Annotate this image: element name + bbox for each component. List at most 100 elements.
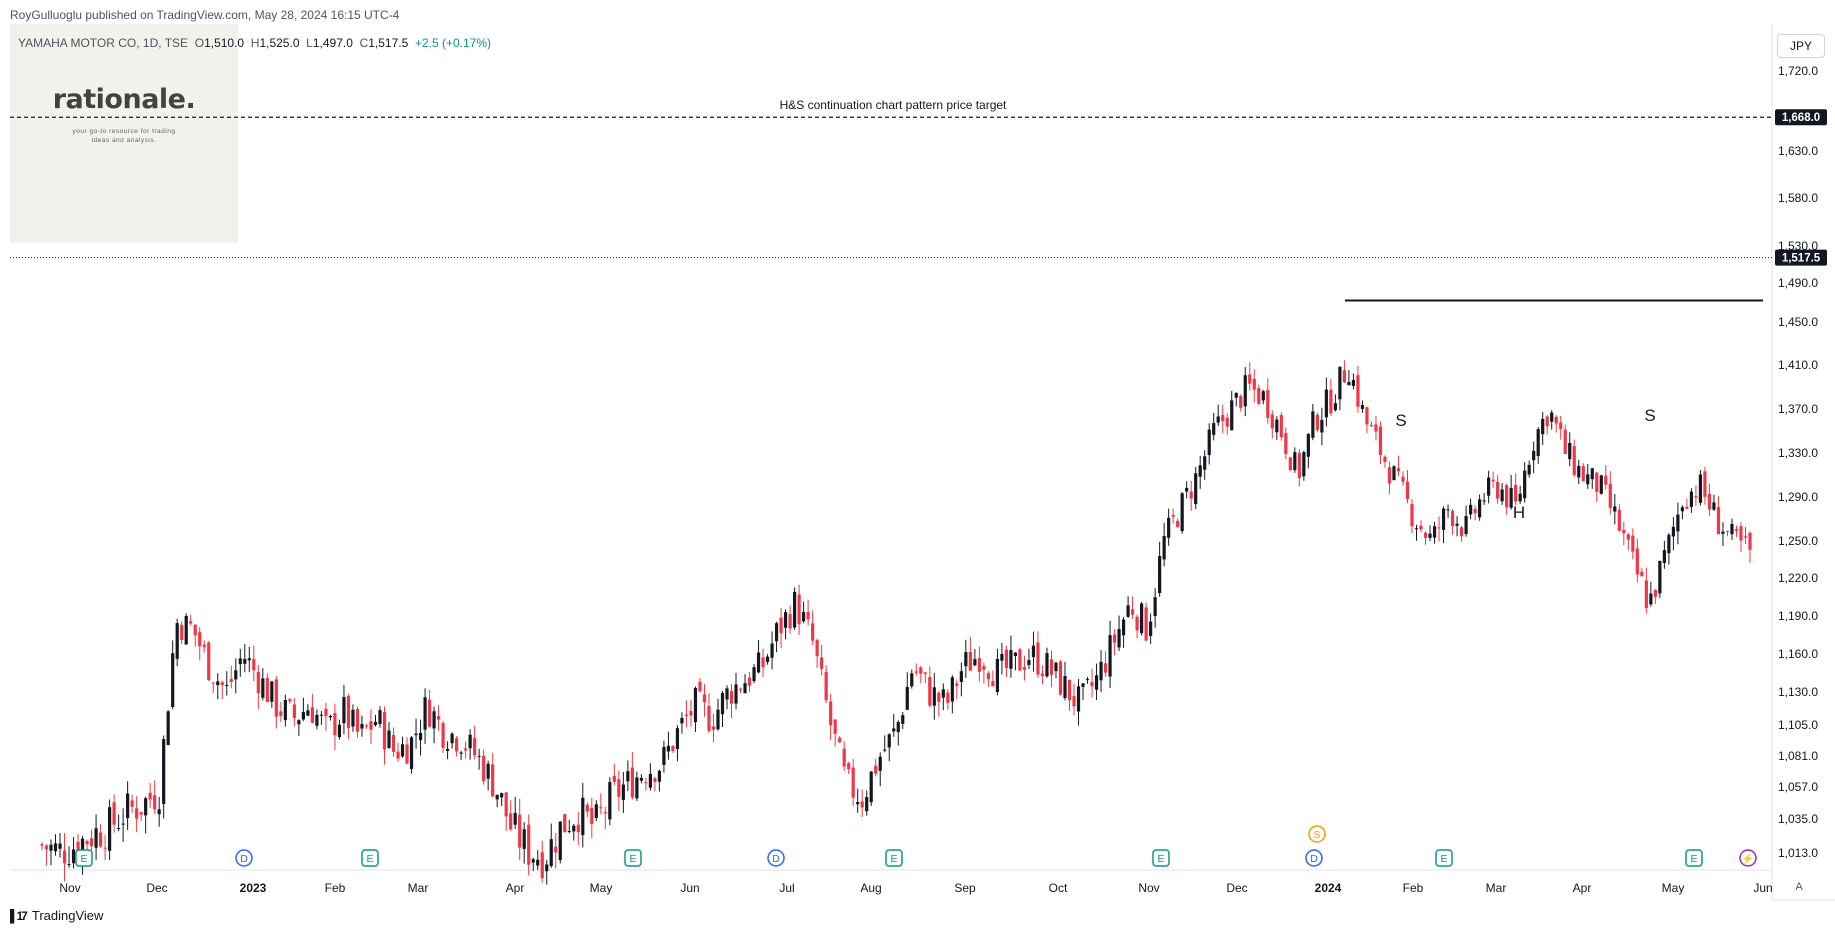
auto-scale-button[interactable]: A: [1795, 881, 1803, 893]
candle-body: [1550, 412, 1554, 422]
candle-body: [216, 681, 220, 686]
logo-text: rationale.: [52, 84, 196, 115]
y-tick-label: 1,410.0: [1778, 358, 1818, 372]
candle-body: [964, 652, 968, 667]
candle-body: [666, 745, 671, 752]
open-label: O: [194, 36, 205, 50]
high-label: H: [250, 36, 260, 50]
candle-body: [829, 701, 833, 726]
event-marker: [361, 849, 379, 867]
candle-body: [540, 852, 544, 879]
candle-body: [1333, 403, 1337, 411]
y-tick-label: 1,630.0: [1778, 144, 1818, 158]
candle-body: [486, 763, 490, 779]
candle-body: [1243, 375, 1247, 407]
candle-body: [1581, 466, 1585, 482]
candle-body: [288, 699, 292, 702]
x-tick-label: Mar: [1486, 881, 1507, 895]
candle-body: [531, 859, 535, 863]
candle-body: [67, 864, 71, 866]
candle-body: [653, 778, 657, 782]
high-value: 1,525.0: [259, 36, 300, 50]
candle-body: [1329, 389, 1333, 414]
lightning-marker-icon: [1739, 849, 1757, 867]
candle-body: [1162, 535, 1166, 560]
candle-body: [1613, 506, 1617, 512]
x-tick-label: Dec: [146, 881, 167, 895]
candle-body: [369, 721, 373, 730]
candle-body: [1221, 414, 1225, 422]
event-marker-label: S: [1313, 829, 1320, 841]
candle-body: [1536, 429, 1540, 457]
currency-selector[interactable]: JPY: [1777, 34, 1825, 58]
candle-body: [144, 798, 148, 816]
candle-body: [202, 644, 206, 648]
candle-body: [1126, 605, 1130, 617]
candle-body: [391, 734, 396, 752]
candle-body: [1230, 400, 1234, 431]
candle-body: [770, 643, 774, 658]
candle-body: [1000, 653, 1004, 661]
x-tick-label: Aug: [860, 881, 881, 895]
candle-body: [883, 749, 887, 751]
candle-body: [243, 658, 247, 664]
candle-body: [783, 612, 788, 628]
candle-body: [346, 695, 351, 728]
candle-body: [107, 807, 112, 851]
event-marker: [1685, 849, 1703, 867]
candle-body: [1090, 682, 1094, 687]
tradingview-brand[interactable]: ▌17 TradingView: [10, 908, 103, 923]
candle-body: [351, 709, 355, 727]
candle-body: [1342, 370, 1347, 383]
candle-body: [1721, 531, 1725, 534]
candle-body: [1707, 493, 1712, 510]
candle-body: [1031, 645, 1036, 658]
event-marker-label: E: [1690, 853, 1697, 865]
y-tick-label: 1,013.0: [1778, 846, 1818, 860]
candle-body: [1338, 366, 1342, 400]
candle-body: [1595, 472, 1599, 492]
candle-body: [851, 767, 855, 798]
candle-body: [247, 658, 251, 661]
event-markers: E D E E D E E DSE E ⚡: [75, 825, 1757, 867]
candle-body: [554, 846, 558, 853]
candle-body: [1094, 675, 1099, 690]
candle-body: [423, 697, 427, 730]
x-tick-label: Sep: [954, 881, 976, 895]
candle-body: [62, 850, 67, 864]
candle-body: [1081, 683, 1085, 687]
candle-body: [1671, 526, 1675, 537]
logo-tagline-1: your go-to resource for trading: [72, 128, 176, 135]
target-price-tag: [1775, 109, 1827, 126]
candle-body: [1387, 467, 1392, 484]
candle-body: [1040, 673, 1045, 676]
candle-body: [590, 807, 594, 824]
candle-body: [617, 779, 621, 797]
candle-body: [328, 715, 333, 718]
candle-body: [1324, 389, 1328, 418]
candle-body: [252, 658, 256, 671]
candle-body: [1288, 457, 1292, 471]
candle-body: [44, 845, 49, 850]
candle-body: [1441, 508, 1446, 530]
candle-body: [1743, 536, 1748, 538]
candle-body: [1158, 556, 1162, 593]
candle-body: [1468, 504, 1473, 515]
candle-body: [1189, 491, 1193, 499]
candle-body: [1004, 649, 1009, 668]
candle-body: [892, 728, 896, 732]
candle-body: [950, 677, 954, 702]
candle-body: [1054, 662, 1058, 672]
event-marker-label: E: [1157, 853, 1164, 865]
candle-body: [455, 738, 459, 752]
candle-body: [1013, 652, 1018, 657]
x-tick-label: Apr: [1573, 881, 1592, 895]
candle-body: [58, 843, 62, 849]
candle-body: [171, 653, 175, 707]
x-tick-label: Feb: [325, 881, 346, 895]
candle-body: [1446, 509, 1450, 511]
candle-body: [865, 797, 869, 812]
candle-body: [1149, 621, 1153, 637]
candle-body: [847, 763, 851, 770]
